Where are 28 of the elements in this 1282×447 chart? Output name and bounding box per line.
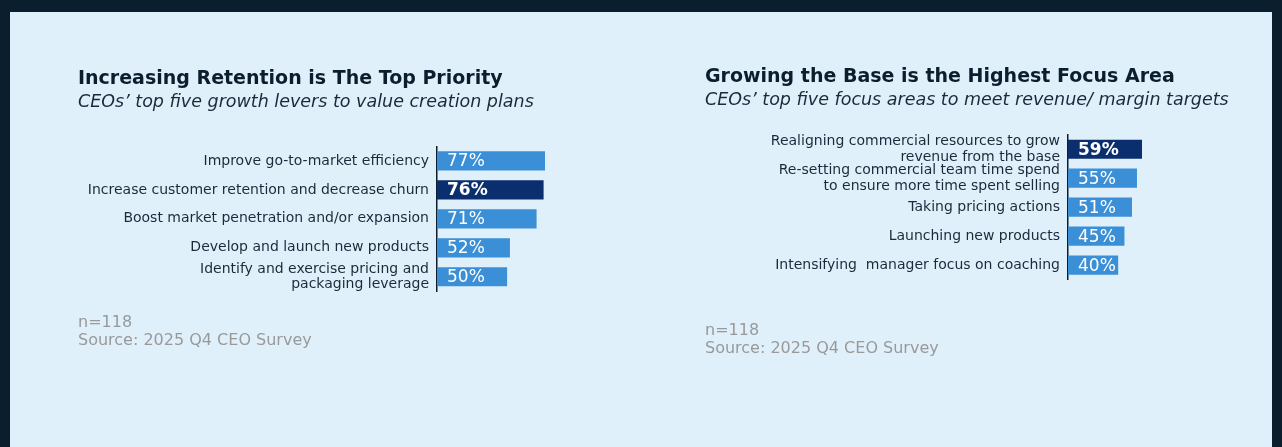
- y-tick-label: Intensifying manager focus on coaching: [775, 255, 1060, 272]
- y-tick-label: Boost market penetration and/or expansion: [123, 209, 429, 226]
- data-label: 76%: [447, 179, 488, 200]
- data-label: 51%: [1078, 196, 1116, 217]
- data-label: 71%: [447, 208, 485, 229]
- y-tick-label: Re-setting commercial team time spend to ensure more time spent selling: [778, 161, 1060, 193]
- chart-subtitle: CEOs’ top five focus areas to meet revenue/ margin targets: [705, 89, 1229, 109]
- data-label: 77%: [447, 150, 485, 171]
- data-label: 55%: [1078, 167, 1116, 188]
- data-label: 52%: [447, 237, 485, 258]
- chart-title: Growing the Base is the Highest Focus Area: [705, 64, 1176, 86]
- y-tick-label: Increase customer retention and decrease churn: [87, 180, 429, 197]
- source-note: Source: 2025 Q4 CEO Survey: [705, 338, 940, 357]
- chart-subtitle: CEOs’ top five growth levers to value creation plans: [78, 91, 535, 111]
- data-label: 59%: [1078, 138, 1119, 159]
- data-label: 45%: [1078, 225, 1116, 246]
- data-label: 40%: [1078, 254, 1116, 275]
- y-tick-label: Identify and exercise pricing and packaging leverage: [200, 259, 429, 292]
- data-label: 50%: [447, 266, 485, 287]
- text: n=118: [705, 320, 761, 339]
- y-tick-label: Improve go-to-market efficiency: [203, 151, 429, 168]
- y-tick-label: Taking pricing actions: [907, 197, 1060, 214]
- chart-title: Increasing Retention is The Top Priority: [78, 66, 504, 88]
- y-tick-label: Develop and launch new products: [190, 238, 429, 255]
- y-tick-label: Realigning commercial resources to grow revenue from the base: [770, 132, 1060, 164]
- source-note: Source: 2025 Q4 CEO Survey: [78, 330, 313, 349]
- text: n=118: [78, 312, 134, 331]
- y-tick-label: Launching new products: [888, 226, 1060, 243]
